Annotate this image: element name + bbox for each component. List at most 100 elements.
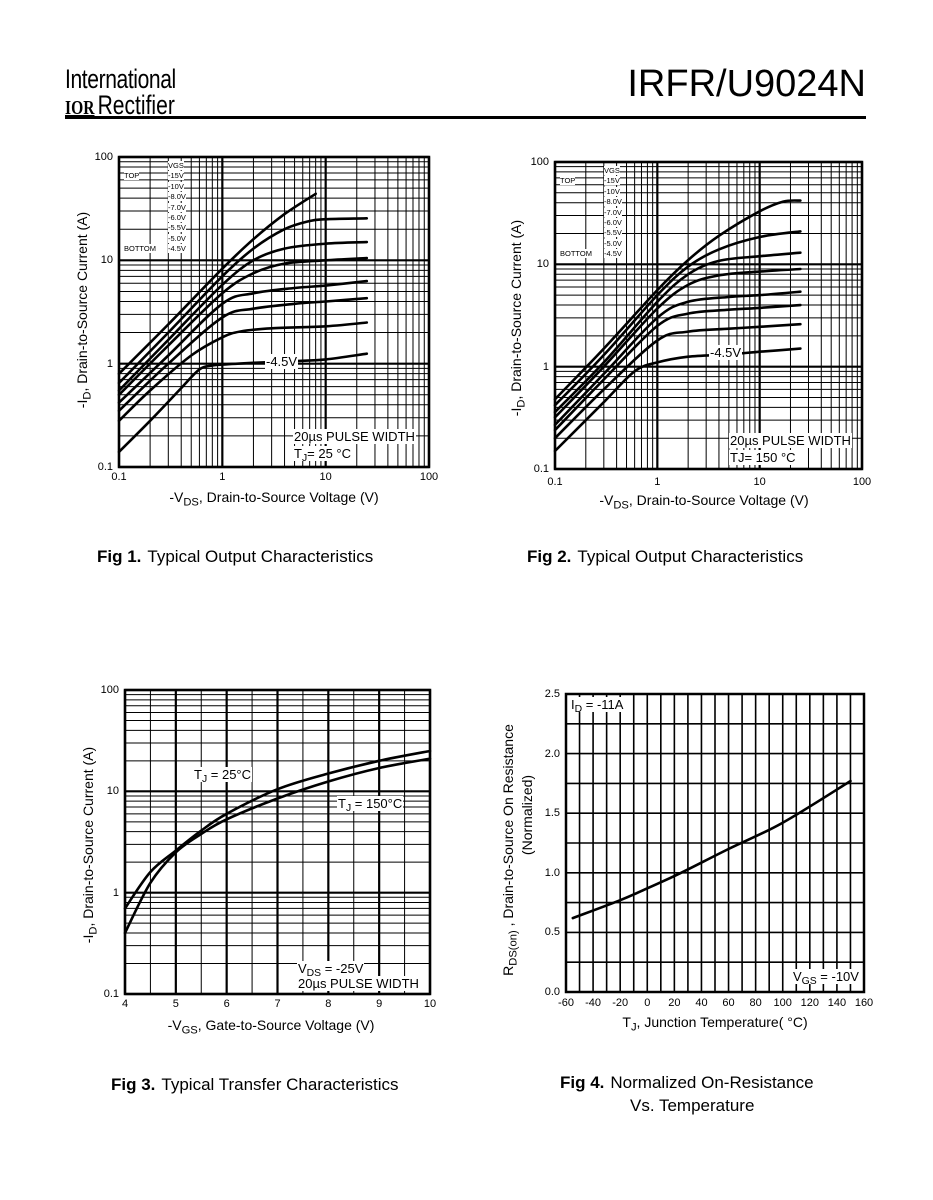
fig1-series-line xyxy=(117,321,369,423)
fig2-y-tick-label: 1 xyxy=(542,360,549,373)
fig2-legend-entry: -4.5V xyxy=(604,249,622,259)
fig4-series-line xyxy=(571,779,852,920)
fig1-series-line xyxy=(117,296,369,413)
fig3-x-tick-label: 5 xyxy=(172,998,179,1010)
fig2-grid xyxy=(553,160,864,471)
fig3-plot-frame xyxy=(123,688,432,996)
fig2-legend-title: VGS xyxy=(604,166,620,175)
fig1-x-tick-label: 100 xyxy=(419,471,439,483)
fig4-y-axis-label-line2: (Normalized) xyxy=(519,774,535,856)
brand-logo: IOR Rectifier xyxy=(65,90,175,121)
fig4-x-tick-label: -20 xyxy=(612,997,629,1009)
fig4-y-tick-label: 1.5 xyxy=(544,807,560,820)
fig1-series-line xyxy=(117,240,369,392)
header-rule xyxy=(65,116,866,119)
fig4-y-tick-label: 0.0 xyxy=(544,986,560,998)
fig4-x-tick-label: 160 xyxy=(854,997,874,1009)
brand-name-line2: Rectifier xyxy=(97,90,175,120)
fig4-x-tick-label: -40 xyxy=(585,997,602,1009)
fig1-plot-frame xyxy=(117,155,431,469)
fig4-y-tick-label: 2.0 xyxy=(544,747,560,760)
fig3-x-tick-label: 8 xyxy=(325,998,332,1010)
fig3-grid xyxy=(123,688,432,996)
fig2-y-tick-label: 10 xyxy=(536,258,549,271)
fig3-y-tick-label: 100 xyxy=(100,684,119,696)
fig4-grid xyxy=(565,693,865,993)
fig2-y-tick-label: 0.1 xyxy=(533,463,549,475)
fig1-legend-entry: -4.5V xyxy=(168,244,186,254)
fig4-x-tick-label: 140 xyxy=(827,997,847,1009)
fig4-x-tick-label: -60 xyxy=(558,997,574,1009)
ior-logo-icon: IOR xyxy=(65,97,95,119)
fig1-legend-entry: -5.5V xyxy=(168,223,186,233)
fig3-x-axis-label: -VGS, Gate-to-Source Voltage (V) xyxy=(167,1017,375,1037)
part-number-title: IRFR/U9024N xyxy=(627,63,866,105)
fig3-annotation: VDS = -25V xyxy=(297,961,365,980)
fig2-caption-number: Fig 2. xyxy=(527,547,572,566)
fig2-legend-top: TOP xyxy=(560,176,576,186)
fig1-y-tick-label: 10 xyxy=(100,254,113,267)
fig1-legend-entry: -7.0V xyxy=(168,202,186,212)
fig4-x-tick-label: 20 xyxy=(668,997,681,1009)
fig1-legend-entry: -10V xyxy=(168,181,184,191)
fig2-legend-entry: -10V xyxy=(604,186,620,196)
fig1-x-axis-label: -VDS, Drain-to-Source Voltage (V) xyxy=(169,489,379,509)
fig1-legend-entry: -5.0V xyxy=(168,233,186,243)
fig2-y-tick-label: 100 xyxy=(530,156,549,168)
fig4-x-axis-label: TJ, Junction Temperature( °C) xyxy=(622,1014,808,1034)
fig1-series-line xyxy=(117,192,317,375)
fig4-caption-number: Fig 4. xyxy=(560,1073,605,1092)
fig2-annotation: TJ= 150 °C xyxy=(729,450,797,465)
fig2-curve-label: -4.5V xyxy=(709,345,743,360)
fig3-series-line xyxy=(123,749,432,910)
fig2-series-line xyxy=(553,267,802,419)
fig2-y-axis-label: -ID, Drain-to-Source Current (A) xyxy=(508,219,528,417)
fig4-x-tick-label: 100 xyxy=(773,997,792,1009)
fig2-legend-entry: -6.0V xyxy=(604,218,622,227)
fig2-plot-frame xyxy=(553,160,864,471)
fig3-annotation: TJ = 25°C xyxy=(193,767,253,786)
fig3-x-tick-label: 10 xyxy=(423,998,437,1010)
fig1-curve-label: -4.5V xyxy=(265,354,299,369)
fig2-caption: Fig 2. Typical Output Characteristics xyxy=(527,547,803,567)
fig2-series-line xyxy=(553,251,802,414)
fig2-series-line xyxy=(553,303,802,432)
fig1-caption-number: Fig 1. xyxy=(97,547,142,566)
fig1-legend-entry: -6.0V xyxy=(168,213,186,222)
fig3-annotation: 20µs PULSE WIDTH xyxy=(297,976,420,991)
fig3-x-tick-label: 4 xyxy=(121,998,129,1010)
fig1-legend-entry: -8.0V xyxy=(168,192,186,202)
fig2-series-line xyxy=(553,230,802,407)
fig1-grid xyxy=(117,155,431,469)
fig1-x-tick-label: 10 xyxy=(319,471,332,483)
fig1-series-line xyxy=(117,217,369,385)
fig2-x-tick-label: 10 xyxy=(753,476,766,488)
fig3-caption-text: Typical Transfer Characteristics xyxy=(161,1075,399,1094)
fig2-legend-entry: -15V xyxy=(604,176,620,186)
fig4-y-axis-label: RDS(on) , Drain-to-Source On Resistance xyxy=(500,724,520,976)
fig1-series-line xyxy=(117,279,369,404)
fig4-caption-text: Normalized On-Resistance xyxy=(610,1073,814,1092)
fig1-caption-text: Typical Output Characteristics xyxy=(147,547,374,566)
fig1-series-line xyxy=(117,352,369,454)
fig2-x-tick-label: 0.1 xyxy=(547,476,563,488)
fig4-x-tick-label: 60 xyxy=(722,997,735,1009)
fig3-x-tick-label: 7 xyxy=(274,998,281,1010)
fig1-y-tick-label: 0.1 xyxy=(97,461,113,473)
fig2-series-line xyxy=(553,290,802,427)
fig1-x-tick-label: 0.1 xyxy=(111,471,127,483)
fig4-x-tick-label: 40 xyxy=(695,997,708,1009)
fig2-legend-entry: -5.5V xyxy=(604,228,622,238)
fig3-series-line xyxy=(123,757,432,935)
fig1-x-tick-label: 1 xyxy=(219,471,226,483)
fig4-caption: Fig 4. Normalized On-Resistance xyxy=(560,1073,814,1093)
fig2-x-axis-label: -VDS, Drain-to-Source Voltage (V) xyxy=(599,492,809,512)
fig3-caption-number: Fig 3. xyxy=(111,1075,156,1094)
fig1-y-tick-label: 100 xyxy=(94,151,113,163)
fig3-y-tick-label: 10 xyxy=(106,785,119,798)
fig2-annotation: 20µs PULSE WIDTH xyxy=(729,433,852,448)
fig3-x-tick-label: 9 xyxy=(376,998,383,1010)
fig3-caption: Fig 3. Typical Transfer Characteristics xyxy=(111,1075,399,1095)
brand-name-line1: International xyxy=(65,64,176,94)
fig1-legend-title: VGS xyxy=(168,161,184,170)
